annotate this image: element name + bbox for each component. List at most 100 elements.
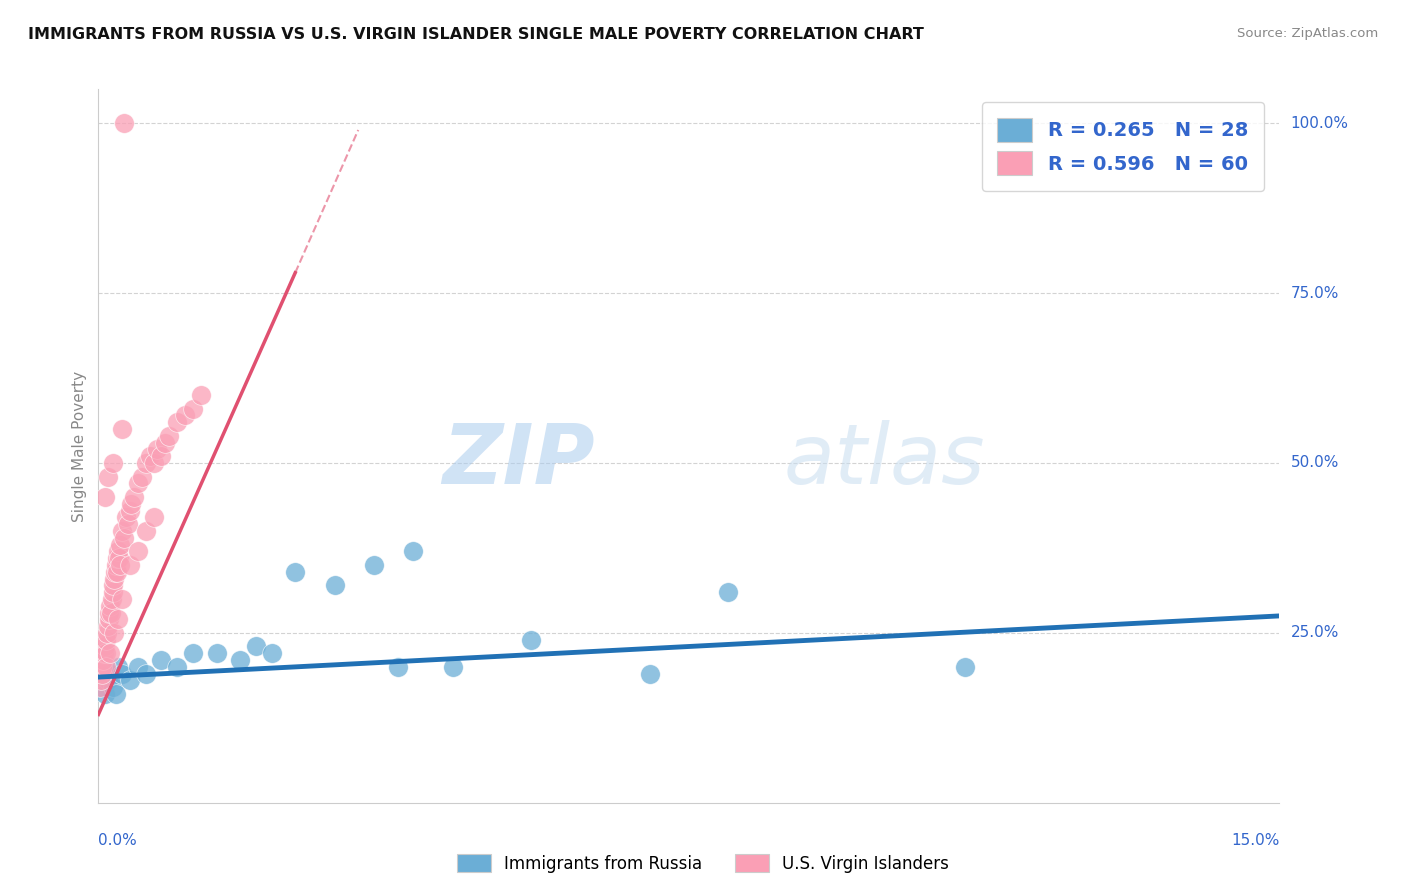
Point [103,578,125,592]
Point [105,551,128,566]
Point [135,456,157,470]
Point [155,435,177,450]
Point [104,565,127,579]
Text: atlas: atlas [783,420,986,500]
Point [284,565,307,579]
Point [146,442,169,457]
Point [96,660,118,674]
Point [402,544,425,558]
Point [135,666,157,681]
Text: 75.0%: 75.0% [1291,285,1339,301]
Point [93,646,115,660]
Point [260,646,283,660]
Point [101,585,124,599]
Point [101,456,124,470]
Point [105,565,128,579]
Point [93,640,115,654]
Point [89,680,111,694]
Point [90,666,112,681]
Point [91,653,114,667]
Point [91,660,114,674]
Text: 50.0%: 50.0% [1291,456,1339,470]
Point [104,558,127,572]
Point [205,646,228,660]
Point [166,415,188,429]
Point [93,687,115,701]
Point [98,666,121,681]
Point [118,673,141,688]
Text: Source: ZipAtlas.com: Source: ZipAtlas.com [1237,27,1378,40]
Point [98,599,121,613]
Point [101,680,124,694]
Point [181,646,204,660]
Point [520,632,543,647]
Point [142,510,165,524]
Point [441,660,464,674]
Point [323,578,346,592]
Point [717,585,740,599]
Point [108,558,131,572]
Point [118,558,141,572]
Point [111,666,134,681]
Point [150,653,173,667]
Point [127,660,149,674]
Point [93,490,115,504]
Point [142,456,165,470]
Point [121,497,143,511]
Point [229,653,252,667]
Point [110,537,132,551]
Point [97,612,120,626]
Point [98,606,121,620]
Point [363,558,385,572]
Legend: Immigrants from Russia, U.S. Virgin Islanders: Immigrants from Russia, U.S. Virgin Isla… [450,847,956,880]
Text: IMMIGRANTS FROM RUSSIA VS U.S. VIRGIN ISLANDER SINGLE MALE POVERTY CORRELATION C: IMMIGRANTS FROM RUSSIA VS U.S. VIRGIN IS… [28,27,924,42]
Point [97,619,120,633]
Point [135,524,157,538]
Point [190,388,212,402]
Point [101,591,124,606]
Point [94,646,117,660]
Point [122,490,145,504]
Point [97,673,120,688]
Text: 0.0%: 0.0% [98,833,138,848]
Point [97,469,120,483]
Point [127,476,149,491]
Point [112,116,135,130]
Text: 25.0%: 25.0% [1291,625,1339,640]
Point [953,660,976,674]
Point [118,503,141,517]
Point [387,660,409,674]
Text: 15.0%: 15.0% [1232,833,1279,848]
Point [127,544,149,558]
Point [90,673,112,688]
Point [157,429,180,443]
Point [107,544,129,558]
Point [174,409,197,423]
Text: ZIP: ZIP [441,420,595,500]
Point [96,626,118,640]
Point [103,572,125,586]
Point [107,612,129,626]
Point [104,687,127,701]
Point [150,449,173,463]
Point [103,626,125,640]
Point [112,531,135,545]
Point [111,422,134,436]
Point [111,591,134,606]
Point [638,666,661,681]
Legend: R = 0.265   N = 28, R = 0.596   N = 60: R = 0.265 N = 28, R = 0.596 N = 60 [981,103,1264,191]
Point [115,510,138,524]
Y-axis label: Single Male Poverty: Single Male Poverty [72,370,87,522]
Point [111,524,134,538]
Point [107,660,129,674]
Point [100,606,122,620]
Point [96,632,118,647]
Text: 100.0%: 100.0% [1291,116,1348,131]
Point [166,660,188,674]
Point [245,640,267,654]
Point [98,646,121,660]
Point [91,680,114,694]
Point [108,551,131,566]
Point [131,469,153,483]
Point [138,449,160,463]
